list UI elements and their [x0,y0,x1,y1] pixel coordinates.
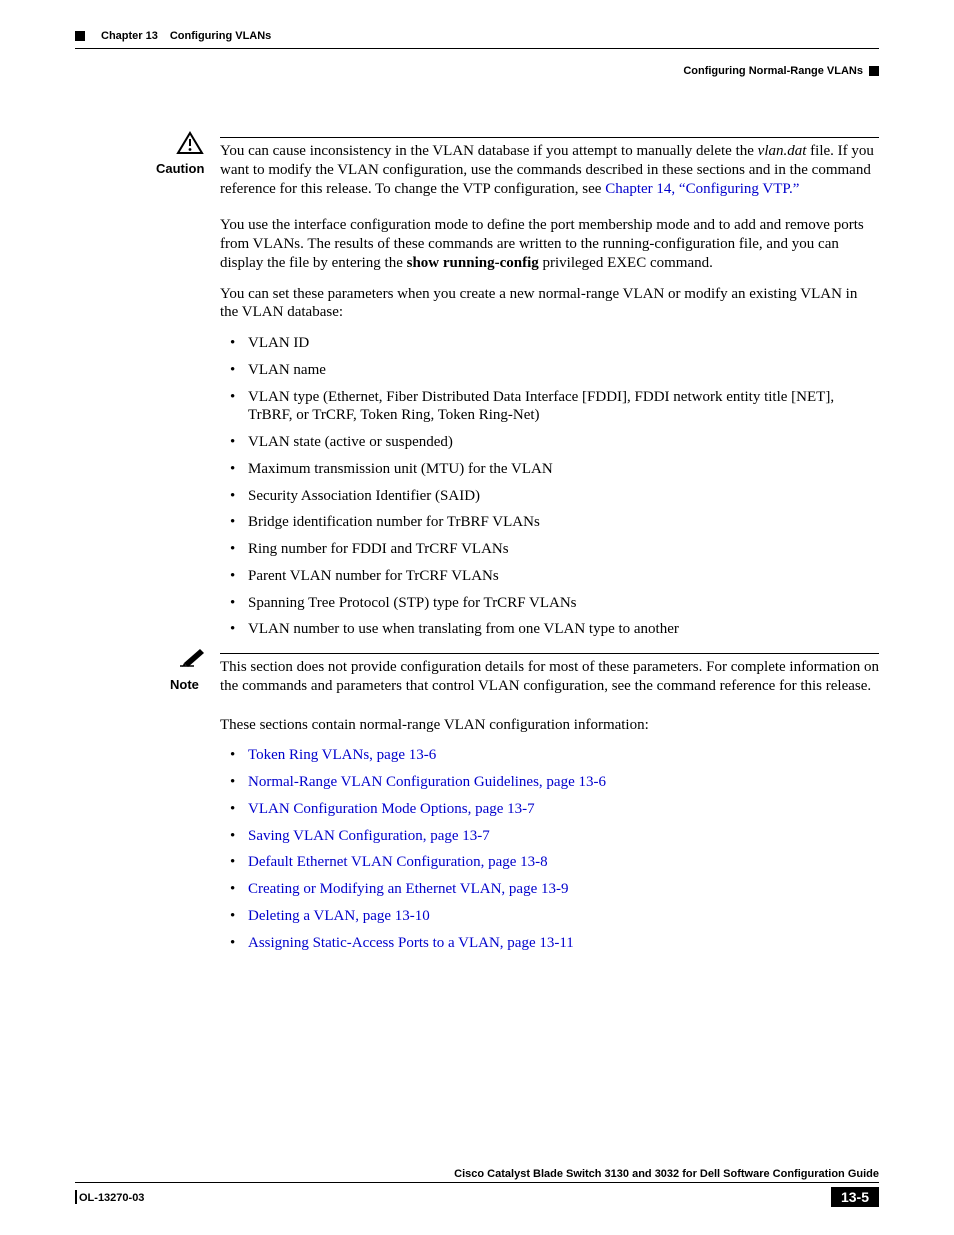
list-item: VLAN ID [220,334,879,353]
footer-left: OL-13270-03 [75,1190,144,1204]
section-link[interactable]: VLAN Configuration Mode Options, page 13… [248,801,535,817]
header-marker-icon [869,66,879,76]
footer-guide-title: Cisco Catalyst Blade Switch 3130 and 303… [75,1168,879,1180]
page: Chapter 13 Configuring VLANs Configuring… [0,0,954,1235]
list-item: VLAN number to use when translating from… [220,620,879,639]
list-item: Security Association Identifier (SAID) [220,487,879,506]
paragraph-interface-mode: You use the interface configuration mode… [220,216,879,272]
section-link[interactable]: Default Ethernet VLAN Configuration, pag… [248,854,548,870]
footer-doc-id: OL-13270-03 [79,1192,144,1204]
list-item: VLAN state (active or suspended) [220,433,879,452]
section-link-list: Token Ring VLANs, page 13-6 Normal-Range… [220,746,879,952]
note-block: Note This section does not provide confi… [220,653,879,696]
page-footer: Cisco Catalyst Blade Switch 3130 and 303… [75,1168,879,1207]
list-item: Normal-Range VLAN Configuration Guidelin… [220,773,879,792]
page-number: 13-5 [831,1187,879,1207]
caution-text: You can cause inconsistency in the VLAN … [220,142,879,198]
list-item: Creating or Modifying an Ethernet VLAN, … [220,880,879,899]
command-bold: show running-config [407,255,539,271]
note-label: Note [170,677,199,693]
header-left: Chapter 13 Configuring VLANs [75,30,271,42]
list-item: Maximum transmission unit (MTU) for the … [220,460,879,479]
section-link[interactable]: Deleting a VLAN, page 13-10 [248,908,430,924]
list-item: VLAN type (Ethernet, Fiber Distributed D… [220,388,879,426]
list-item: Saving VLAN Configuration, page 13-7 [220,827,879,846]
paragraph-sections-intro: These sections contain normal-range VLAN… [220,716,879,735]
note-text: This section does not provide configurat… [220,658,879,696]
list-item: Spanning Tree Protocol (STP) type for Tr… [220,594,879,613]
header-rule [75,48,879,49]
caution-icon [176,131,204,161]
list-item: Bridge identification number for TrBRF V… [220,513,879,532]
header-marker-icon [75,31,85,41]
chapter-title: Configuring VLANs [170,30,271,42]
list-item: Default Ethernet VLAN Configuration, pag… [220,853,879,872]
section-link[interactable]: Saving VLAN Configuration, page 13-7 [248,828,490,844]
list-item: VLAN name [220,361,879,380]
note-icon [180,643,208,673]
chapter-link[interactable]: Chapter 14, “Configuring VTP.” [605,181,799,197]
list-item: Ring number for FDDI and TrCRF VLANs [220,540,879,559]
paragraph-parameters-intro: You can set these parameters when you cr… [220,285,879,323]
section-title: Configuring Normal-Range VLANs [683,65,863,77]
section-link[interactable]: Normal-Range VLAN Configuration Guidelin… [248,774,606,790]
list-item: Deleting a VLAN, page 13-10 [220,907,879,926]
list-item: Assigning Static-Access Ports to a VLAN,… [220,934,879,953]
chapter-number: Chapter 13 [101,30,158,42]
filename-italic: vlan.dat [758,143,807,159]
list-item: Token Ring VLANs, page 13-6 [220,746,879,765]
main-content: Caution You can cause inconsistency in t… [220,137,879,952]
section-link[interactable]: Creating or Modifying an Ethernet VLAN, … [248,881,568,897]
header-right: Configuring Normal-Range VLANs [75,65,879,77]
list-item: VLAN Configuration Mode Options, page 13… [220,800,879,819]
section-link[interactable]: Assigning Static-Access Ports to a VLAN,… [248,935,574,951]
parameter-list: VLAN ID VLAN name VLAN type (Ethernet, F… [220,334,879,639]
list-item: Parent VLAN number for TrCRF VLANs [220,567,879,586]
page-header: Chapter 13 Configuring VLANs [75,30,879,42]
section-link[interactable]: Token Ring VLANs, page 13-6 [248,747,436,763]
caution-block: Caution You can cause inconsistency in t… [220,137,879,198]
caution-label: Caution [156,161,204,177]
